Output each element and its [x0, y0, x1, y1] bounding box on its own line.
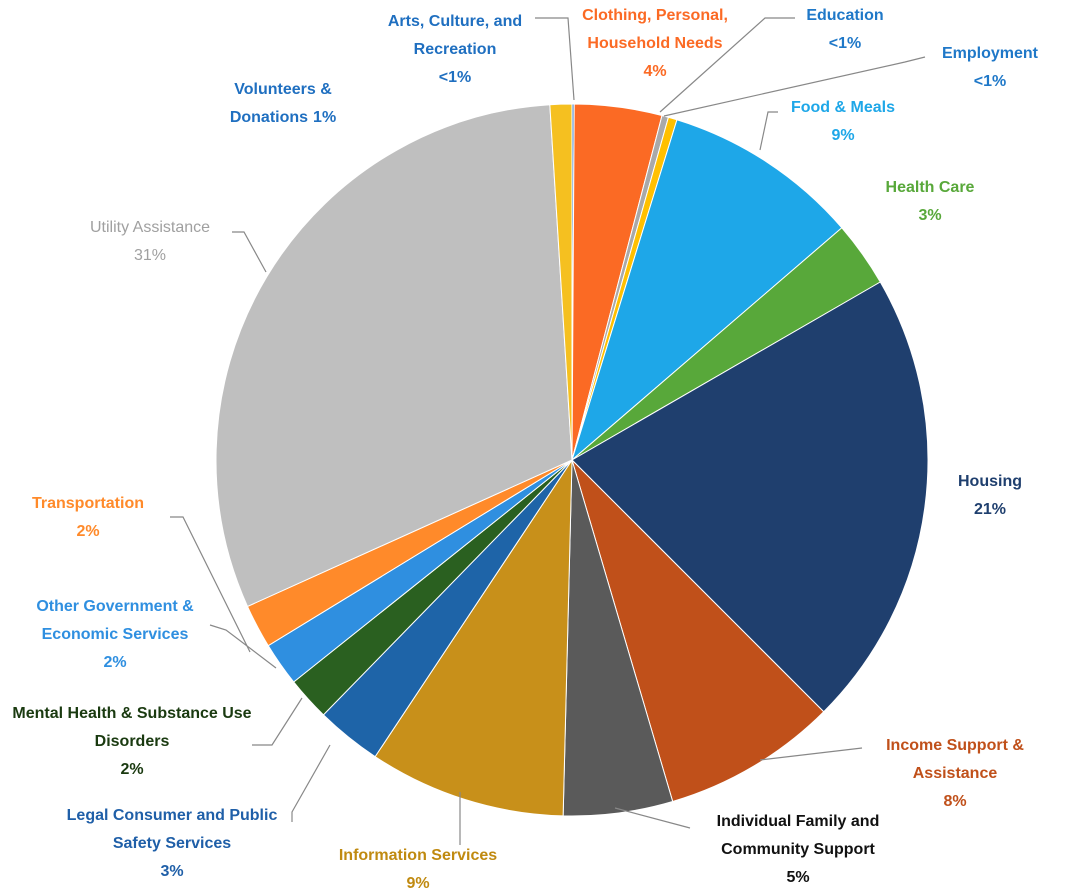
value-label: 31%: [133, 247, 167, 264]
value-label: 2%: [76, 523, 100, 540]
slice-label: Utility Assistance 31%: [50, 214, 250, 270]
category-name: Utility Assistance: [89, 219, 211, 236]
value-label: 3%: [918, 207, 942, 224]
slice-label: Other Government & Economic Services 2%: [15, 593, 215, 677]
category-name: Arts, Culture, and Recreation: [387, 13, 523, 58]
slice-label: Housing 21%: [930, 468, 1050, 524]
slice-label: Clothing, Personal, Household Needs 4%: [568, 2, 743, 86]
slice-label: Health Care 3%: [870, 174, 990, 230]
slice-label: Arts, Culture, and Recreation <1%: [380, 8, 530, 92]
value-label: 2%: [103, 654, 127, 671]
slice-label: Transportation 2%: [8, 490, 168, 546]
slice-label: Individual Family and Community Support 5…: [683, 808, 913, 892]
leader-line: [663, 56, 926, 117]
value-label: 21%: [973, 501, 1007, 518]
value-label: 2%: [120, 761, 144, 778]
value-label: 9%: [831, 127, 855, 144]
pie-slice: [571, 119, 843, 462]
leader-line: [291, 744, 331, 822]
leader-line: [209, 624, 277, 669]
category-name: Individual Family and Community Support: [716, 813, 880, 858]
leader-line: [759, 111, 778, 151]
value-label: 1%: [313, 109, 337, 126]
category-name: Education: [806, 7, 884, 24]
category-name: Clothing, Personal, Household Needs: [582, 7, 728, 52]
category-name: Other Government & Economic Services: [36, 598, 194, 643]
slice-label: Information Services 9%: [318, 842, 518, 892]
leader-line: [659, 17, 795, 113]
leader-line: [232, 231, 267, 273]
value-label: 9%: [406, 875, 430, 892]
slice-label: Income Support & Assistance 8%: [860, 732, 1050, 816]
category-name: Information Services: [338, 847, 498, 864]
leader-line: [614, 807, 691, 829]
value-label: <1%: [828, 35, 862, 52]
slice-label: Employment <1%: [925, 40, 1055, 96]
leader-line: [759, 747, 863, 761]
pie-slice: [215, 104, 573, 608]
pie-slice: [374, 458, 573, 817]
category-name: Legal Consumer and Public Safety Service…: [66, 807, 278, 852]
category-name: Employment: [941, 45, 1038, 62]
category-name: Housing: [958, 473, 1022, 490]
value-label: 3%: [160, 863, 184, 880]
value-label: <1%: [438, 69, 472, 86]
value-label: 4%: [643, 63, 667, 80]
pie-slice: [571, 281, 929, 713]
value-label: 8%: [943, 793, 967, 810]
category-name: Mental Health & Substance Use Disorders: [12, 705, 252, 750]
value-label: 5%: [786, 869, 810, 886]
slice-label: Legal Consumer and Public Safety Service…: [62, 802, 282, 886]
leader-line: [170, 516, 251, 653]
pie-slice: [571, 459, 825, 803]
pie-slice: [549, 103, 573, 461]
slice-label: Education <1%: [785, 2, 905, 58]
leader-line: [535, 17, 575, 101]
slice-label: Mental Health & Substance Use Disorders 2…: [12, 700, 252, 784]
category-name: Transportation: [31, 495, 144, 512]
category-name: Health Care: [885, 179, 975, 196]
category-name: Food & Meals: [790, 99, 895, 116]
value-label: <1%: [973, 73, 1007, 90]
category-name: Income Support & Assistance: [886, 737, 1024, 782]
category-name: Volunteers & Donations: [229, 81, 332, 126]
slice-label: Volunteers & Donations 1%: [211, 76, 356, 132]
slice-label: Food & Meals 9%: [778, 94, 908, 150]
leader-line: [252, 697, 303, 746]
